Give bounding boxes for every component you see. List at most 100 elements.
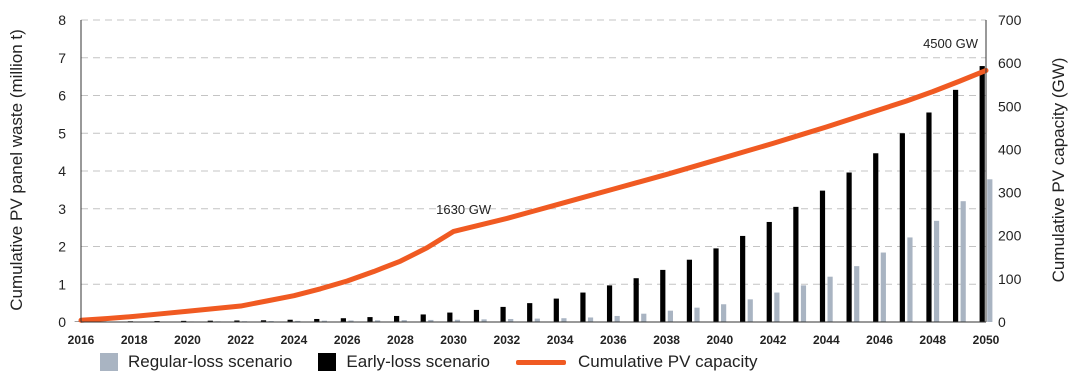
bar-regular-loss <box>428 319 434 322</box>
x-tick-label: 2046 <box>866 333 893 347</box>
gridlines <box>81 19 986 285</box>
y-left-tick-label: 3 <box>58 201 66 217</box>
capacity-line <box>78 67 989 323</box>
bar-early-loss <box>686 259 693 322</box>
bar-regular-loss <box>481 319 487 322</box>
annotations: 1630 GW 4500 GW <box>436 36 979 217</box>
legend-item-early: Early-loss scenario <box>318 352 490 372</box>
bar-early-loss <box>766 221 772 322</box>
bar-regular-loss <box>960 201 966 322</box>
x-tick-label: 2044 <box>813 333 840 347</box>
x-tick-label: 2048 <box>919 333 946 347</box>
bar-regular-loss <box>721 304 727 322</box>
bar-regular-loss <box>907 237 913 322</box>
bar-early-loss <box>234 320 240 322</box>
axes <box>80 20 987 323</box>
y-right-tick-label: 700 <box>998 12 1022 28</box>
legend-label-capacity: Cumulative PV capacity <box>578 352 758 371</box>
y-right-tick-label: 300 <box>998 185 1022 201</box>
bar-regular-loss <box>641 313 647 322</box>
y-right-tick-label: 500 <box>998 98 1022 114</box>
x-tick-label: 2024 <box>281 333 308 347</box>
y-left-tick-label: 8 <box>58 12 66 28</box>
tick-labels: 0 1 2 3 4 5 6 7 8 0 100 200 300 400 500 600 700 2016 2018 2… <box>58 12 1021 347</box>
y-left-tick-label: 1 <box>58 276 66 292</box>
y-left-tick-label: 6 <box>58 88 66 104</box>
y-left-tick-label: 7 <box>58 50 66 66</box>
bar-regular-loss <box>561 318 567 322</box>
bar-regular-loss <box>933 220 940 322</box>
bar-early-loss <box>926 112 932 322</box>
x-tick-label: 2038 <box>653 333 680 347</box>
x-tick-label: 2016 <box>68 333 95 347</box>
bar-regular-loss <box>614 315 620 322</box>
bar-regular-loss <box>774 292 780 322</box>
legend-swatch-regular <box>100 353 118 371</box>
annotation-label: 4500 GW <box>923 36 979 51</box>
y-right-tick-label: 100 <box>998 271 1022 287</box>
bar-early-loss <box>473 309 480 322</box>
bar-early-loss <box>580 292 586 322</box>
bar-regular-loss <box>587 317 594 322</box>
bar-early-loss <box>819 190 826 322</box>
y-left-tick-label: 0 <box>58 314 66 330</box>
x-tick-label: 2030 <box>440 333 467 347</box>
x-tick-label: 2018 <box>121 333 148 347</box>
bar-early-loss <box>394 315 400 322</box>
legend: Regular-loss scenario Early-loss scenari… <box>100 350 784 374</box>
y-left-tick-label: 5 <box>58 125 66 141</box>
bar-regular-loss <box>401 320 407 322</box>
x-tick-label: 2028 <box>387 333 414 347</box>
bar-early-loss <box>500 306 506 322</box>
bar-early-loss <box>367 317 373 322</box>
bar-regular-loss <box>374 320 381 322</box>
y-right-tick-label: 600 <box>998 55 1022 71</box>
bar-early-loss <box>713 248 719 322</box>
bar-regular-loss <box>747 299 753 322</box>
bar-early-loss <box>340 318 346 322</box>
bar-early-loss <box>633 278 639 322</box>
bar-regular-loss <box>827 276 833 322</box>
bar-regular-loss <box>321 320 327 322</box>
x-tick-label: 2022 <box>227 333 254 347</box>
x-tick-label: 2026 <box>334 333 361 347</box>
bar-regular-loss <box>854 266 860 322</box>
bar-early-loss <box>979 66 985 323</box>
bar-early-loss <box>260 320 267 322</box>
y-axis-right-label: Cumulative PV capacity (GW) <box>1049 58 1068 283</box>
bar-early-loss <box>447 312 453 322</box>
y-right-tick-label: 200 <box>998 228 1022 244</box>
bar-regular-loss <box>348 320 354 322</box>
bar-early-loss <box>846 172 852 322</box>
bar-early-loss <box>420 314 426 322</box>
legend-label-regular: Regular-loss scenario <box>128 352 293 371</box>
bar-early-loss <box>952 89 959 323</box>
bar-regular-loss <box>800 285 807 322</box>
annotation-label: 1630 GW <box>436 202 492 217</box>
y-left-tick-label: 4 <box>58 163 66 179</box>
y-right-tick-label: 0 <box>998 314 1006 330</box>
x-tick-label: 2036 <box>600 333 627 347</box>
bar-early-loss <box>899 133 905 322</box>
bar-early-loss <box>740 235 746 322</box>
bar-early-loss <box>873 153 879 322</box>
bar-regular-loss <box>694 307 700 322</box>
legend-item-regular: Regular-loss scenario <box>100 352 292 372</box>
bar-early-loss <box>527 303 533 322</box>
bar-regular-loss <box>880 252 886 322</box>
bar-regular-loss <box>667 310 673 322</box>
bar-early-loss <box>181 320 187 322</box>
bar-early-loss <box>660 269 666 322</box>
x-tick-label: 2034 <box>547 333 574 347</box>
x-tick-label: 2050 <box>973 333 1000 347</box>
bar-early-loss <box>793 206 799 322</box>
x-tick-label: 2020 <box>174 333 201 347</box>
bar-regular-loss <box>534 318 540 322</box>
y-right-tick-label: 400 <box>998 141 1022 157</box>
bar-regular-loss <box>454 319 461 322</box>
legend-swatch-early <box>318 353 337 371</box>
bars <box>74 66 993 323</box>
legend-label-early: Early-loss scenario <box>346 352 491 371</box>
x-tick-label: 2032 <box>494 333 521 347</box>
